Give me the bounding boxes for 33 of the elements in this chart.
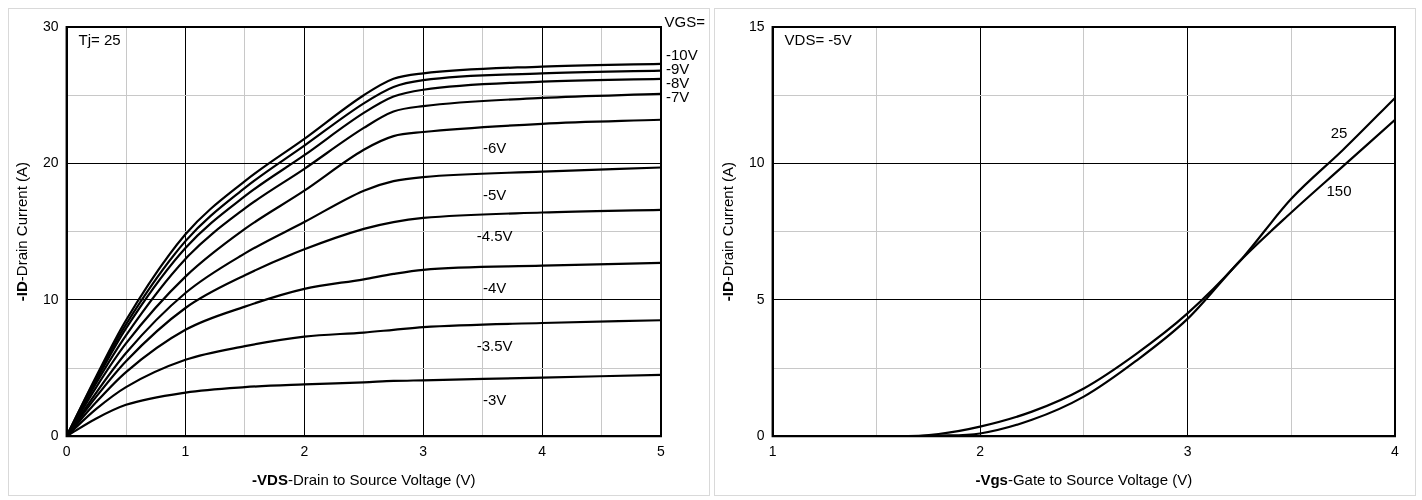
x-axis-title: -VDS-Drain to Source Voltage (V) [252, 471, 476, 489]
y-tick-label: 30 [42, 17, 59, 34]
x-tick-label: 5 [657, 443, 666, 460]
series-label: 25 [1330, 123, 1348, 141]
x-tick-label: 4 [538, 443, 547, 460]
series-label: -4.5V [476, 226, 513, 244]
y-tick-label: 0 [50, 427, 59, 444]
legend-title: VGS= [664, 13, 706, 31]
y-tick-label: 20 [42, 154, 59, 171]
y-tick-label: 0 [756, 427, 765, 444]
annotation: Tj= 25 [78, 31, 121, 49]
y-tick-label: 10 [748, 154, 765, 171]
series-label: -5V [482, 185, 507, 203]
series-label: -3.5V [476, 336, 513, 354]
y-axis-title: -ID-Drain Current (A) [13, 162, 31, 302]
x-tick-label: 2 [300, 443, 309, 460]
y-axis-title: -ID-Drain Current (A) [719, 162, 737, 302]
series-label: -3V [482, 390, 507, 408]
series-label: 150 [1326, 181, 1352, 199]
x-tick-label: 0 [62, 443, 71, 460]
x-tick-label: 1 [768, 443, 777, 460]
series-label: -4V [482, 279, 507, 297]
x-tick-label: 3 [419, 443, 428, 460]
y-tick-label: 15 [748, 17, 765, 34]
x-tick-label: 2 [976, 443, 985, 460]
x-axis-title: -Vgs-Gate to Source Voltage (V) [975, 471, 1193, 489]
series-label: -6V [482, 139, 507, 157]
y-tick-label: 10 [42, 290, 59, 307]
x-tick-label: 1 [181, 443, 190, 460]
x-tick-label: 3 [1183, 443, 1192, 460]
x-tick-label: 4 [1391, 443, 1400, 460]
y-tick-label: 5 [756, 290, 765, 307]
annotation: VDS= -5V [784, 31, 852, 49]
